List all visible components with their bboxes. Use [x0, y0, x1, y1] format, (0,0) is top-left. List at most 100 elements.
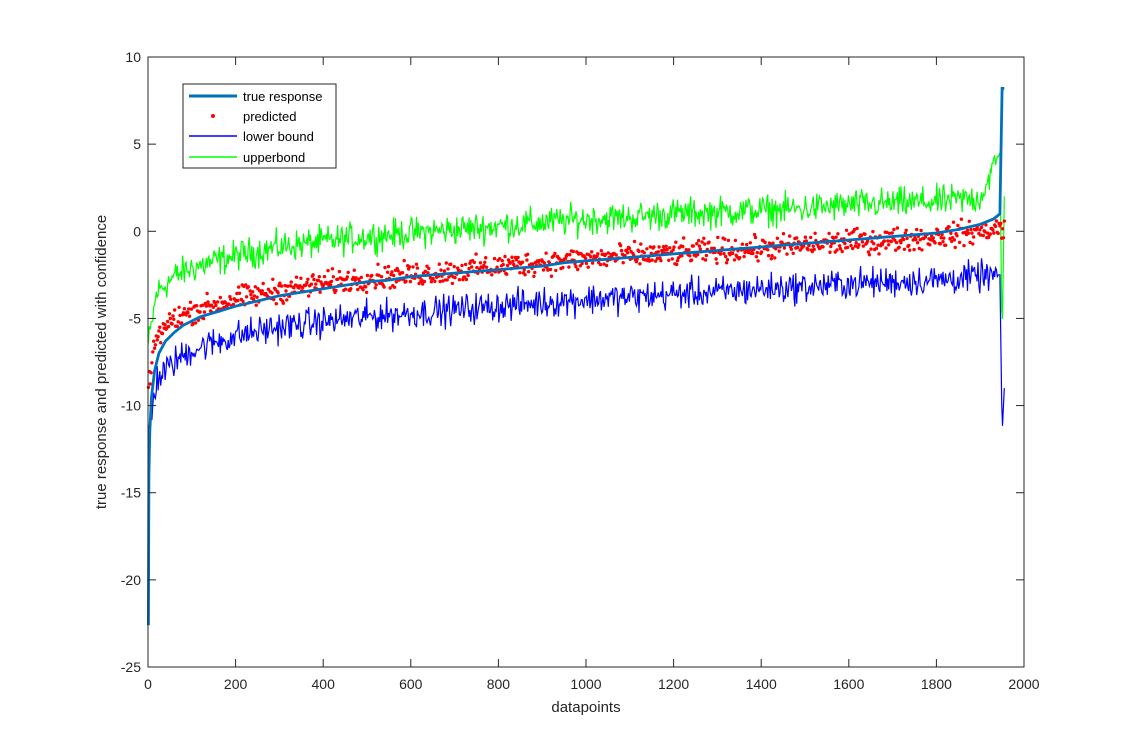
predicted-point	[330, 267, 335, 271]
predicted-point	[532, 274, 536, 278]
predicted-point	[586, 265, 590, 269]
predicted-point	[236, 298, 240, 303]
predicted-point	[450, 281, 455, 286]
predicted-point	[160, 331, 165, 336]
x-tick-label: 800	[487, 676, 511, 692]
predicted-point	[905, 236, 909, 241]
predicted-point	[835, 248, 839, 252]
predicted-point	[201, 303, 205, 307]
predicted-point	[751, 251, 755, 256]
predicted-point	[549, 274, 554, 278]
predicted-point	[420, 282, 425, 286]
predicted-point	[1001, 236, 1006, 240]
predicted-point	[771, 241, 775, 245]
predicted-point	[492, 256, 497, 261]
predicted-point	[427, 266, 431, 271]
predicted-point	[723, 237, 727, 241]
predicted-point	[704, 253, 709, 258]
predicted-point	[991, 228, 995, 232]
predicted-point	[867, 253, 872, 257]
predicted-point	[639, 242, 643, 246]
predicted-point	[402, 258, 406, 263]
predicted-point	[172, 317, 176, 321]
predicted-point	[702, 236, 706, 240]
predicted-point	[908, 248, 912, 252]
predicted-point	[978, 233, 983, 237]
y-tick-label: -20	[121, 572, 141, 588]
predicted-point	[949, 231, 953, 235]
predicted-point	[215, 300, 220, 304]
x-tick-label: 1000	[570, 676, 601, 692]
y-tick-label: -5	[129, 310, 142, 326]
predicted-point	[414, 262, 419, 266]
predicted-point	[712, 246, 716, 250]
predicted-point	[235, 291, 239, 296]
predicted-point	[415, 266, 420, 270]
predicted-point	[331, 275, 335, 279]
predicted-point	[675, 262, 679, 267]
x-tick-label: 1200	[658, 676, 689, 692]
predicted-point	[472, 260, 476, 265]
predicted-point	[289, 280, 293, 284]
predicted-point	[638, 262, 642, 266]
predicted-point	[649, 251, 653, 255]
predicted-point	[901, 237, 906, 242]
predicted-point	[334, 288, 338, 293]
predicted-point	[829, 244, 833, 249]
predicted-point	[897, 245, 901, 249]
predicted-point	[681, 244, 685, 249]
predicted-point	[584, 261, 589, 266]
predicted-point	[700, 240, 704, 244]
predicted-point	[452, 264, 456, 269]
predicted-point	[821, 245, 825, 249]
predicted-point	[343, 287, 348, 291]
predicted-point	[425, 264, 429, 268]
predicted-point	[202, 310, 207, 314]
predicted-point	[971, 242, 975, 246]
predicted-point	[854, 241, 858, 245]
legend-swatch-predicted	[211, 114, 215, 118]
predicted-point	[809, 235, 813, 240]
predicted-point	[400, 271, 405, 275]
predicted-point	[962, 243, 966, 248]
predicted-point	[920, 248, 924, 252]
predicted-point	[396, 269, 400, 273]
y-axis-label: true response and predicted with confide…	[93, 215, 110, 509]
predicted-point	[682, 236, 686, 240]
predicted-point	[852, 227, 857, 232]
predicted-point	[157, 329, 161, 333]
predicted-point	[869, 247, 873, 251]
x-tick-label: 600	[399, 676, 423, 692]
predicted-point	[249, 292, 253, 297]
predicted-point	[354, 276, 358, 280]
predicted-point	[285, 298, 289, 302]
predicted-point	[498, 257, 502, 261]
predicted-point	[696, 238, 701, 243]
predicted-point	[526, 252, 530, 256]
predicted-point	[500, 259, 504, 263]
predicted-point	[981, 233, 985, 238]
predicted-point	[307, 294, 311, 298]
predicted-point	[510, 255, 514, 259]
predicted-point	[159, 341, 163, 345]
predicted-point	[599, 249, 603, 253]
predicted-point	[259, 292, 264, 296]
predicted-point	[441, 279, 445, 283]
predicted-point	[279, 284, 284, 288]
predicted-point	[178, 313, 182, 318]
predicted-point	[740, 242, 745, 246]
predicted-point	[388, 286, 392, 290]
predicted-point	[968, 240, 972, 245]
predicted-point	[292, 286, 296, 290]
predicted-point	[688, 254, 692, 258]
x-tick-label: 1800	[921, 676, 952, 692]
predicted-point	[433, 279, 437, 284]
predicted-point	[598, 262, 603, 267]
predicted-point	[652, 245, 656, 249]
predicted-point	[446, 267, 450, 271]
predicted-point	[834, 235, 838, 239]
predicted-point	[996, 231, 1000, 236]
predicted-point	[923, 235, 928, 239]
predicted-point	[691, 244, 695, 248]
predicted-point	[274, 302, 278, 306]
